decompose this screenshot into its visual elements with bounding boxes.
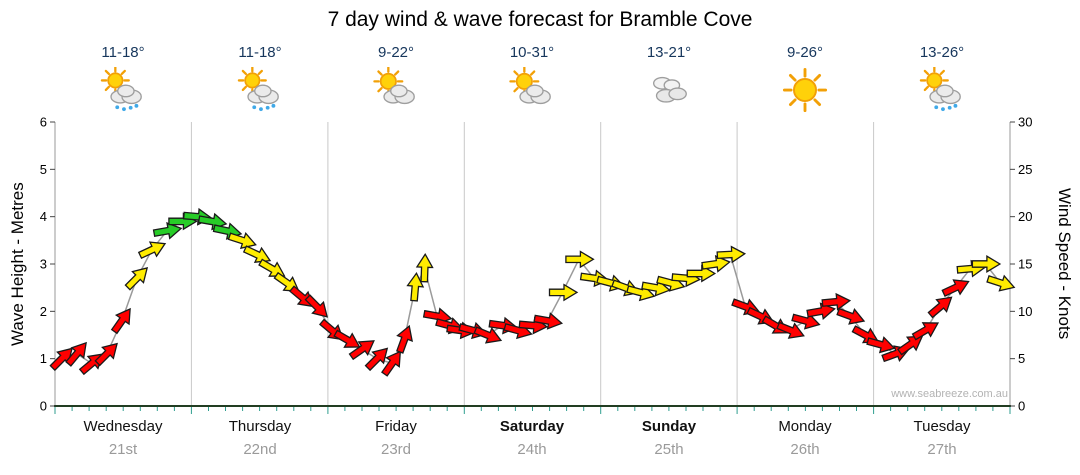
day-name-label: Monday — [778, 418, 832, 435]
day-footer: Monday 26th — [735, 418, 875, 458]
svg-text:15: 15 — [1018, 257, 1032, 272]
day-date-label: 24th — [517, 441, 547, 458]
temperature-range: 9-22° — [377, 44, 415, 61]
day-footer: Tuesday 27th — [872, 418, 1012, 458]
sun-cloud-rain-icon — [237, 65, 283, 113]
svg-text:6: 6 — [40, 115, 47, 130]
day-header: 9-26° — [735, 44, 875, 118]
svg-text:20: 20 — [1018, 209, 1032, 224]
temperature-range: 13-26° — [919, 44, 965, 61]
sun-cloud-icon — [509, 66, 555, 113]
day-footer: Saturday 24th — [462, 418, 602, 458]
svg-text:0: 0 — [40, 399, 47, 414]
day-date-label: 26th — [790, 441, 820, 458]
svg-text:5: 5 — [1018, 351, 1025, 366]
cloud-icon — [646, 67, 692, 113]
day-footer: Thursday 22nd — [190, 418, 330, 458]
svg-text:5: 5 — [40, 162, 47, 177]
day-header: 13-21° — [599, 44, 739, 118]
sun-cloud-icon — [373, 66, 419, 113]
page-title: 7 day wind & wave forecast for Bramble C… — [327, 8, 753, 31]
day-header: 11-18° — [190, 44, 330, 118]
svg-text:25: 25 — [1018, 162, 1032, 177]
svg-text:0: 0 — [1018, 399, 1025, 414]
svg-text:1: 1 — [40, 351, 47, 366]
day-name-label: Saturday — [499, 418, 565, 435]
sun-icon — [782, 67, 828, 113]
svg-text:10: 10 — [1018, 304, 1032, 319]
svg-text:30: 30 — [1018, 115, 1032, 130]
svg-text:4: 4 — [40, 209, 47, 224]
day-name-label: Friday — [375, 418, 417, 435]
temperature-range: 11-18° — [238, 44, 282, 61]
temperature-range: 10-31° — [509, 44, 555, 61]
day-footer: Sunday 25th — [599, 418, 739, 458]
day-date-label: 23rd — [380, 441, 412, 458]
day-date-label: 21st — [108, 441, 138, 458]
sun-cloud-rain-icon — [919, 65, 965, 113]
watermark: www.seabreeze.com.au — [891, 388, 1008, 400]
svg-text:3: 3 — [40, 257, 47, 272]
day-name-label: Tuesday — [913, 418, 971, 435]
wind-axis-label: Wind Speed - Knots — [1055, 188, 1074, 340]
day-name-label: Wednesday — [83, 418, 163, 435]
wave-axis-label: Wave Height - Metres — [8, 182, 27, 346]
temperature-range: 9-26° — [786, 44, 824, 61]
temperature-range: 13-21° — [646, 44, 692, 61]
day-name-label: Sunday — [641, 418, 697, 435]
day-date-label: 25th — [654, 441, 684, 458]
day-date-label: 27th — [927, 441, 957, 458]
day-header: 9-22° — [326, 44, 466, 118]
sun-cloud-rain-icon — [100, 65, 146, 113]
day-header: 10-31° — [462, 44, 602, 118]
day-footer: Friday 23rd — [326, 418, 466, 458]
day-footer: Wednesday 21st — [53, 418, 193, 458]
day-date-label: 22nd — [243, 441, 277, 458]
svg-text:2: 2 — [40, 304, 47, 319]
day-name-label: Thursday — [228, 418, 292, 435]
day-header: 13-26° — [872, 44, 1012, 118]
temperature-range: 11-18° — [101, 44, 145, 61]
day-header: 11-18° — [53, 44, 193, 118]
